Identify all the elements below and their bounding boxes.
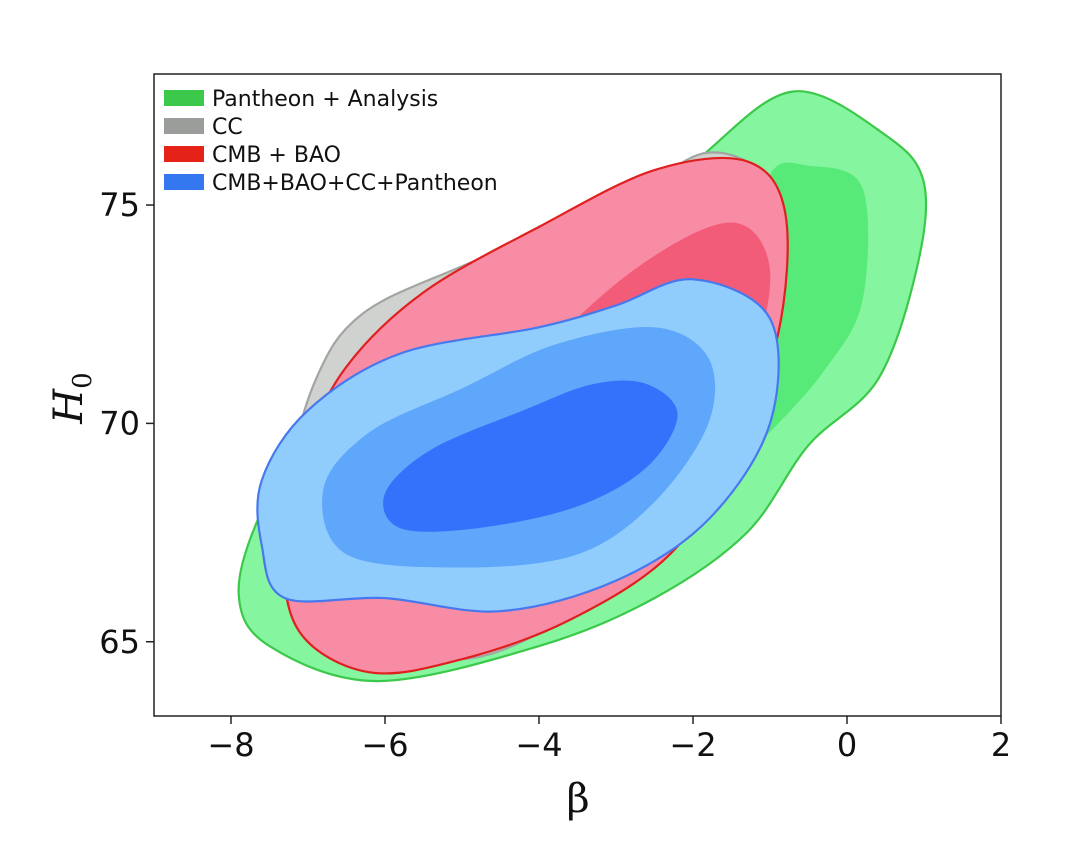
y-tick-label: 70 — [99, 404, 140, 442]
x-axis-label: β — [566, 776, 589, 822]
legend-label-cc: CC — [212, 115, 243, 140]
x-tick-label: −4 — [515, 726, 562, 764]
x-tick-label: −6 — [361, 726, 408, 764]
contour-layer — [237, 90, 928, 683]
plot-frame — [153, 73, 1002, 717]
legend-label-cmb-bao: CMB + BAO — [212, 143, 341, 168]
y-axis-label-main: H — [46, 388, 92, 425]
y-tick-label: 65 — [99, 623, 140, 661]
legend-swatch-cc — [164, 118, 204, 134]
y-axis-label: H0 — [46, 372, 98, 424]
tick-layer: −8 −6 −4 −2 0 2 65 70 75 — [99, 186, 1011, 764]
legend-swatch-cmb-bao — [164, 146, 204, 162]
y-axis-label-subscript: 0 — [68, 372, 98, 389]
legend-swatch-pantheon-analysis — [164, 90, 204, 106]
legend-swatch-cmb-bao-cc-pantheon — [164, 174, 204, 190]
legend-label-cmb-bao-cc-pantheon: CMB+BAO+CC+Pantheon — [212, 171, 498, 196]
x-tick-label: 0 — [837, 726, 857, 764]
legend-label-pantheon-analysis: Pantheon + Analysis — [212, 87, 438, 112]
series-cmb-bao-cc-pantheon — [256, 278, 780, 613]
x-tick-label: −2 — [669, 726, 716, 764]
y-tick-label: 75 — [99, 186, 140, 224]
contour-cmb-bao-cc-pantheon-0.5sigma — [383, 380, 678, 532]
x-tick-label: −8 — [207, 726, 254, 764]
legend: Pantheon + Analysis CC CMB + BAO CMB+BAO+CC… — [164, 87, 498, 196]
x-tick-label: 2 — [991, 726, 1011, 764]
